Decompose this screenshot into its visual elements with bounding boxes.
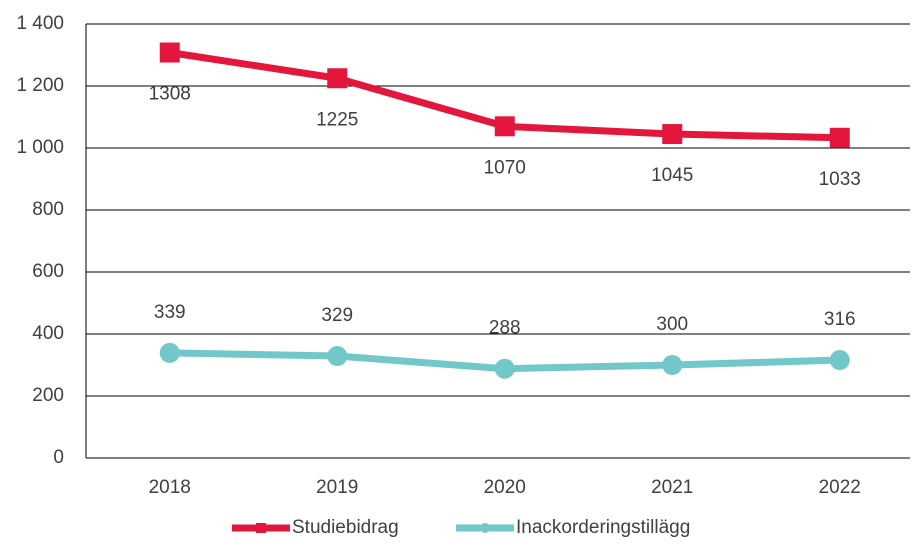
data-label: 1033 (819, 169, 861, 190)
data-point (829, 127, 850, 148)
data-label: 1225 (316, 109, 358, 130)
data-point (159, 342, 180, 363)
data-point (327, 68, 348, 89)
data-label: 1045 (651, 165, 693, 186)
data-label: 316 (824, 309, 856, 330)
y-tick-label: 1 400 (16, 13, 64, 34)
data-label: 329 (321, 305, 353, 326)
x-tick-label: 2022 (819, 477, 861, 498)
y-tick-label: 0 (53, 447, 64, 468)
data-label: 300 (656, 314, 688, 335)
data-point (829, 350, 850, 371)
data-label: 288 (489, 318, 521, 339)
x-tick-label: 2018 (149, 477, 191, 498)
data-point (662, 355, 683, 375)
data-point (159, 42, 180, 63)
data-point (327, 346, 348, 367)
y-tick-label: 200 (32, 385, 64, 406)
data-point (494, 116, 515, 137)
legend-label: Studiebidrag (292, 517, 399, 538)
legend-label: Inackorderingstillägg (516, 517, 690, 538)
y-tick-label: 600 (32, 261, 64, 282)
data-point (662, 124, 683, 145)
legend-marker (480, 523, 490, 533)
y-tick-label: 1 200 (16, 75, 64, 96)
data-label: 339 (154, 302, 186, 323)
x-tick-label: 2019 (316, 477, 358, 498)
x-tick-label: 2021 (651, 477, 693, 498)
data-point (494, 358, 515, 379)
legend-marker (256, 523, 266, 533)
data-label: 1308 (149, 84, 191, 105)
y-tick-label: 800 (32, 199, 64, 220)
x-tick-label: 2020 (484, 477, 526, 498)
y-tick-label: 400 (32, 323, 64, 344)
data-label: 1070 (484, 157, 526, 178)
y-tick-label: 1 000 (16, 137, 64, 158)
